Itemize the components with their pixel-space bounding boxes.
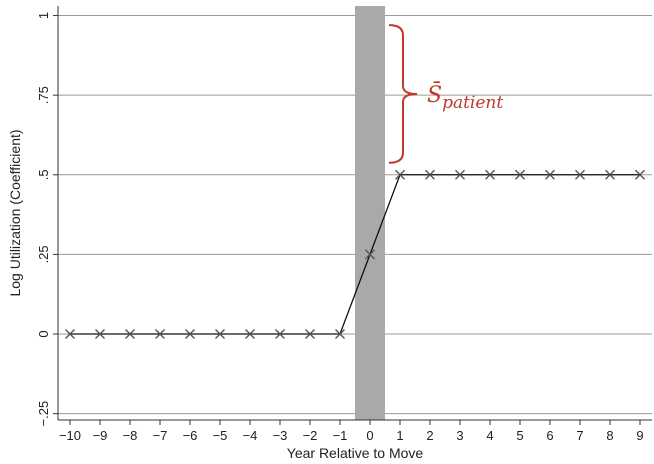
data-point xyxy=(95,329,105,340)
shaded-band-layer xyxy=(355,6,385,420)
x-tick-label: 7 xyxy=(576,428,583,443)
annotation-bracket xyxy=(388,24,418,164)
data-point xyxy=(425,169,435,180)
x-tick-label: 3 xyxy=(456,428,463,443)
annotation-subscript: patient xyxy=(442,93,503,113)
shaded-band xyxy=(355,6,385,420)
data-point xyxy=(485,169,495,180)
data-point xyxy=(455,169,465,180)
x-tick-label: −6 xyxy=(183,428,198,443)
data-point xyxy=(635,169,645,180)
y-tick-label: .5 xyxy=(36,169,51,180)
x-tick-label: 4 xyxy=(486,428,493,443)
x-tick-label: 0 xyxy=(366,428,373,443)
x-tick-label: 9 xyxy=(636,428,643,443)
y-tick-label: 1 xyxy=(36,12,51,19)
x-tick-label: −4 xyxy=(243,428,258,443)
data-point xyxy=(275,329,285,340)
y-tick-label: .25 xyxy=(36,245,51,263)
x-tick-label: −9 xyxy=(93,428,108,443)
x-tick-label: 5 xyxy=(516,428,523,443)
x-tick-label: −10 xyxy=(59,428,81,443)
x-tick-label: 2 xyxy=(426,428,433,443)
series-line xyxy=(70,174,640,335)
data-point xyxy=(515,169,525,180)
data-point xyxy=(305,329,315,340)
x-tick-label: 1 xyxy=(396,428,403,443)
x-tick-label: −8 xyxy=(123,428,138,443)
plot-frame-layer xyxy=(57,6,652,421)
data-point xyxy=(575,169,585,180)
data-point xyxy=(545,169,555,180)
data-point xyxy=(245,329,255,340)
x-axis-title: Year Relative to Move xyxy=(287,445,424,461)
x-tick-label: 8 xyxy=(606,428,613,443)
tick-layer: −.250.25.5.751−10 −9 −8 −7 −6 −5 −4 −3 −2 −1 0 1 2 3 4… xyxy=(36,12,644,443)
data-point xyxy=(65,329,75,340)
data-point xyxy=(185,329,195,340)
data-point xyxy=(335,329,345,340)
series-layer xyxy=(65,169,645,340)
annotation-label: S̄patient xyxy=(427,81,503,113)
data-point xyxy=(155,329,165,340)
data-point xyxy=(605,169,615,180)
y-tick-label: −.25 xyxy=(36,401,51,427)
x-tick-label: −7 xyxy=(153,428,168,443)
data-point xyxy=(125,329,135,340)
x-tick-label: −1 xyxy=(333,428,348,443)
data-point xyxy=(365,249,375,260)
annotation-symbol: S̄ xyxy=(427,81,442,108)
y-tick-label: .75 xyxy=(36,86,51,104)
x-tick-label: −5 xyxy=(213,428,228,443)
data-point xyxy=(395,169,405,180)
y-tick-label: 0 xyxy=(36,330,51,337)
y-axis-title: Log Utilization (Coefficient) xyxy=(7,129,23,296)
annotation-layer: S̄patient xyxy=(388,24,503,164)
x-tick-label: −3 xyxy=(273,428,288,443)
data-point xyxy=(215,329,225,340)
x-tick-label: 6 xyxy=(546,428,553,443)
x-tick-label: −2 xyxy=(303,428,318,443)
